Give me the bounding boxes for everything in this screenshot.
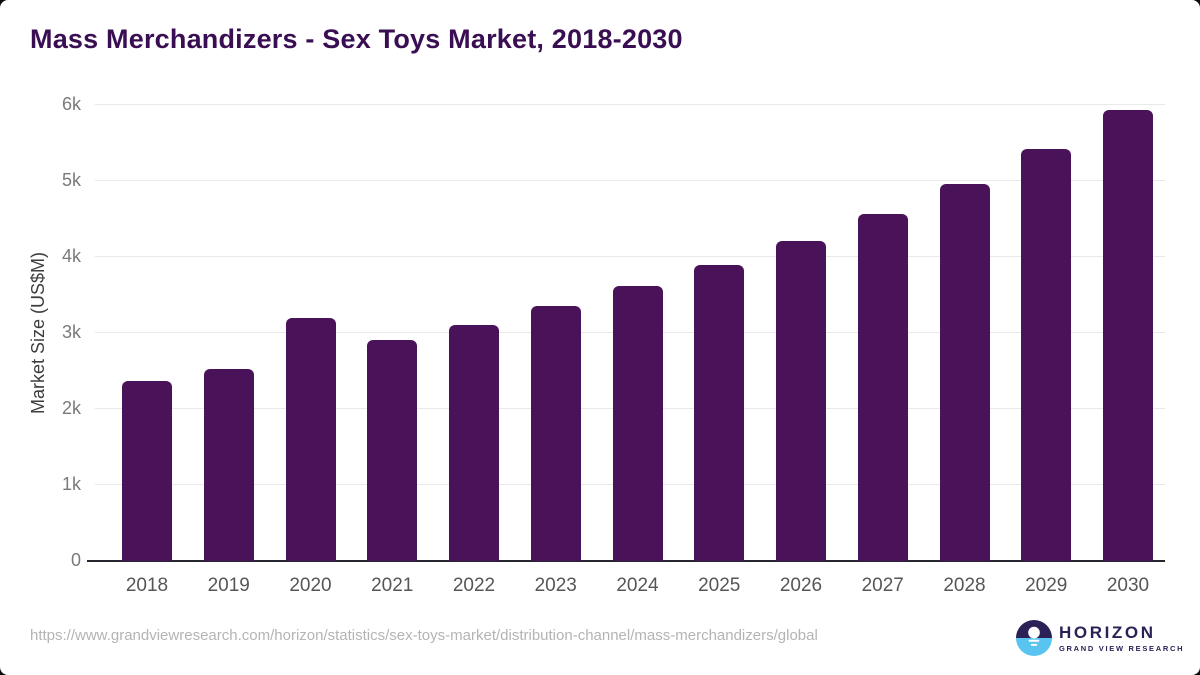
y-tick-label-0: 0: [70, 550, 81, 570]
x-tick-label-2029: 2029: [1025, 575, 1068, 596]
x-tick-label-2028: 2028: [943, 575, 986, 596]
bar-2022[interactable]: [449, 325, 499, 561]
x-tick-label-2022: 2022: [452, 575, 496, 596]
horizon-logo-icon: [1016, 620, 1052, 656]
x-tick-label-2018: 2018: [125, 575, 169, 596]
bar-2024[interactable]: [612, 286, 663, 561]
bar-2018[interactable]: [122, 381, 172, 561]
x-tick-label-2030: 2030: [1106, 575, 1150, 596]
x-tick-label-2020: 2020: [289, 575, 332, 596]
x-axis-line: [87, 560, 1165, 562]
horizon-logo: HORIZON GRAND VIEW RESEARCH: [1016, 620, 1184, 656]
bar-2030[interactable]: [1103, 110, 1153, 561]
bar-2023[interactable]: [530, 306, 581, 561]
horizon-logo-text: HORIZON GRAND VIEW RESEARCH: [1059, 624, 1184, 653]
bar-2020[interactable]: [285, 318, 336, 561]
bar-2021[interactable]: [367, 340, 418, 561]
y-tick-label-6k: 6k: [61, 94, 81, 114]
x-tick-label-2026: 2026: [779, 575, 823, 596]
bar-2027[interactable]: [857, 214, 908, 561]
logo-subtitle: GRAND VIEW RESEARCH: [1059, 643, 1185, 653]
x-tick-label-2019: 2019: [207, 575, 250, 596]
bar-2026[interactable]: [776, 241, 826, 561]
gridline-6k: [95, 104, 1165, 105]
gridline-4k: [95, 256, 1165, 257]
y-tick-label-2k: 2k: [61, 398, 81, 418]
x-tick-label-2024: 2024: [616, 575, 659, 596]
y-tick-label-4k: 4k: [61, 246, 81, 266]
y-tick-label-5k: 5k: [61, 170, 81, 190]
bar-2025[interactable]: [694, 265, 745, 561]
chart-title: Mass Merchandizers - Sex Toys Market, 20…: [30, 24, 683, 54]
x-tick-label-2023: 2023: [534, 575, 577, 596]
bar-2028[interactable]: [939, 184, 990, 561]
source-url: https://www.grandviewresearch.com/horizo…: [30, 627, 818, 644]
bar-2019[interactable]: [203, 369, 254, 561]
y-tick-label-1k: 1k: [61, 474, 81, 494]
bar-2029[interactable]: [1021, 149, 1072, 561]
gridline-5k: [95, 180, 1165, 181]
x-tick-label-2025: 2025: [698, 575, 741, 596]
x-tick-label-2027: 2027: [861, 575, 904, 596]
logo-title: HORIZON: [1059, 622, 1156, 642]
y-tick-label-3k: 3k: [61, 322, 81, 342]
x-tick-label-2021: 2021: [371, 575, 414, 596]
plot-area: 0 1k 2k 3k 4k 5k 6k 2018 2019 2020 2021 2022 2023 202…: [62, 94, 1165, 596]
